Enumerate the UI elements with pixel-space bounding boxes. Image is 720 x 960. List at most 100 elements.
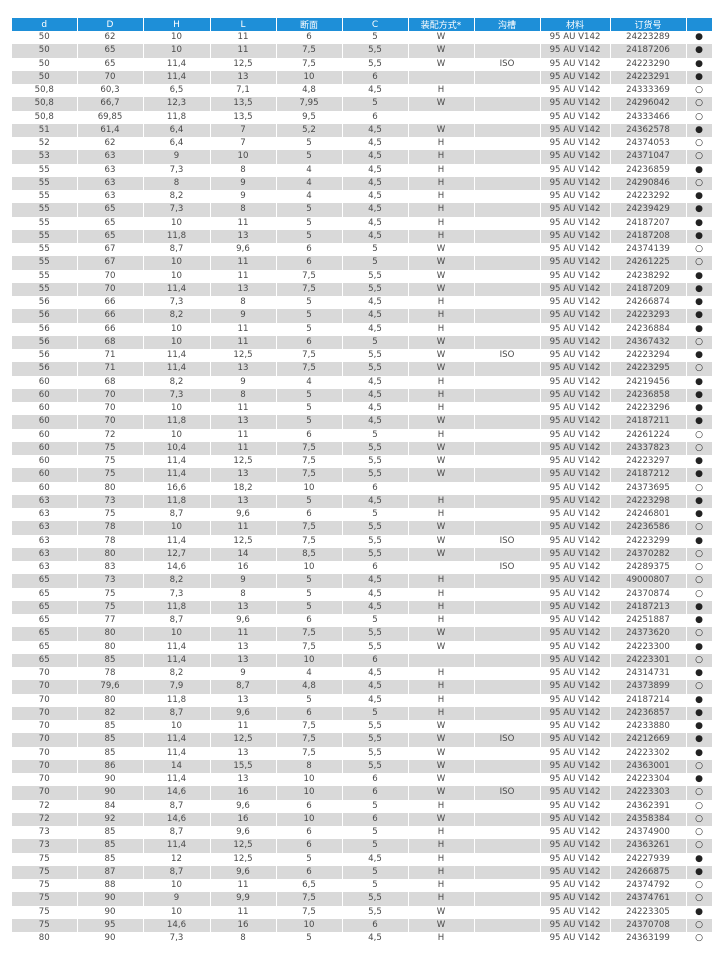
table-cell: 8: [210, 388, 277, 402]
table-cell: W: [408, 812, 475, 826]
stock-dot: ○: [686, 799, 713, 813]
empty-cell: [474, 627, 541, 641]
table-cell: 8: [210, 587, 277, 601]
empty-cell: [474, 70, 541, 84]
table-cell: 72: [12, 799, 78, 813]
table-row: 75 90 9 9,9 7,5 5,5 H 95 AU V142 24374761 ○: [12, 892, 713, 906]
table-cell: H: [408, 932, 475, 946]
table-cell: 18,2: [210, 481, 277, 495]
table-cell: 10: [143, 627, 211, 641]
table-cell: 6,4: [143, 123, 211, 137]
table-cell: 95 AU V142: [540, 786, 611, 800]
table-row: 65 75 7,3 8 5 4,5 H 95 AU V142 24370874 ○: [12, 587, 713, 601]
table-cell: 16,6: [143, 481, 211, 495]
table-cell: 70: [77, 402, 144, 416]
empty-cell: [474, 667, 541, 681]
table-cell: W: [408, 786, 475, 800]
table-cell: 95 AU V142: [540, 110, 611, 124]
table-cell: H: [408, 402, 475, 416]
stock-dot: ●: [686, 534, 713, 548]
table-cell: 11,8: [143, 600, 211, 614]
table-cell: H: [408, 229, 475, 243]
table-cell: 53: [12, 150, 78, 164]
table-cell: 24314731: [610, 667, 687, 681]
stock-dot: ●: [686, 269, 713, 283]
table-cell: 10: [143, 428, 211, 442]
stock-dot: ●: [686, 706, 713, 720]
table-cell: 75: [12, 892, 78, 906]
header-row: d D H L 断面 C 装配方式* 沟槽 材料 订货号: [12, 18, 713, 31]
table-cell: 5,5: [342, 746, 409, 760]
table-cell: 13: [210, 693, 277, 707]
table-cell: 10: [143, 216, 211, 230]
table-cell: 11,8: [143, 110, 211, 124]
table-cell: 95 AU V142: [540, 123, 611, 137]
table-cell: 50: [12, 70, 78, 84]
table-cell: 11: [210, 44, 277, 58]
table-cell: 24223300: [610, 640, 687, 654]
table-cell: H: [408, 574, 475, 588]
empty-cell: [474, 362, 541, 376]
table-cell: 75: [12, 852, 78, 866]
table-cell: 4,5: [342, 852, 409, 866]
table-cell: H: [408, 706, 475, 720]
table-cell: 6: [342, 812, 409, 826]
table-cell: 95 AU V142: [540, 680, 611, 694]
table-cell: 63: [12, 547, 78, 561]
table-cell: 4,5: [342, 137, 409, 151]
table-cell: 63: [77, 190, 144, 204]
table-cell: 95 AU V142: [540, 97, 611, 111]
table-row: 56 66 8,2 9 5 4,5 H 95 AU V142 24223293 ●: [12, 309, 713, 323]
table-cell: 12,5: [210, 733, 277, 747]
table-cell: H: [408, 852, 475, 866]
table-cell: 6: [276, 865, 343, 879]
table-cell: 10: [210, 150, 277, 164]
table-cell: 55: [12, 282, 78, 296]
table-cell: 11,8: [143, 229, 211, 243]
table-cell: 24363261: [610, 839, 687, 853]
table-cell: 7,5: [276, 57, 343, 71]
table-cell: 13: [210, 640, 277, 654]
stock-dot: ○: [686, 839, 713, 853]
table-row: 56 71 11,4 13 7,5 5,5 W 95 AU V142 24223295 ○: [12, 362, 713, 376]
table-cell: 90: [77, 905, 144, 919]
empty-cell: [474, 229, 541, 243]
table-cell: 5: [342, 508, 409, 522]
stock-dot: ●: [686, 667, 713, 681]
table-cell: 14,6: [143, 812, 211, 826]
table-cell: 24187214: [610, 693, 687, 707]
table-cell: 9,6: [210, 706, 277, 720]
table-cell: W: [408, 534, 475, 548]
table-cell: 13: [210, 70, 277, 84]
table-cell: 71: [77, 362, 144, 376]
table-cell: H: [408, 799, 475, 813]
table-cell: 5,5: [342, 441, 409, 455]
table-cell: 6: [342, 773, 409, 787]
table-cell: 10: [143, 879, 211, 893]
table-cell: 8,7: [143, 243, 211, 257]
table-cell: 8: [210, 163, 277, 177]
table-cell: 60: [12, 415, 78, 429]
table-cell: 6: [342, 918, 409, 932]
table-cell: 24187208: [610, 229, 687, 243]
table-cell: 56: [12, 309, 78, 323]
table-cell: 7,5: [276, 455, 343, 469]
stock-dot: ●: [686, 402, 713, 416]
stock-dot: ○: [686, 627, 713, 641]
stock-dot: ○: [686, 879, 713, 893]
stock-dot: ○: [686, 547, 713, 561]
table-row: 55 70 11,4 13 7,5 5,5 W 95 AU V142 24187209 ●: [12, 282, 713, 296]
table-row: 70 85 11,4 13 7,5 5,5 W 95 AU V142 24223302 ●: [12, 746, 713, 760]
table-cell: 24363199: [610, 932, 687, 946]
table-cell: 6: [276, 826, 343, 840]
table-row: 63 83 14,6 16 10 6 ISO 95 AU V142 24289375 ○: [12, 561, 713, 575]
table-cell: 5: [276, 137, 343, 151]
stock-dot: ●: [686, 322, 713, 336]
table-cell: 75: [12, 905, 78, 919]
table-row: 60 70 7,3 8 5 4,5 H 95 AU V142 24236858 ●: [12, 388, 713, 402]
table-body: 50 62 10 11 6 5 W 95 AU V142 24223289 ● 50 65 10 11 7,…: [12, 31, 713, 946]
table-cell: 63: [77, 176, 144, 190]
table-cell: 95 AU V142: [540, 137, 611, 151]
table-cell: 95 AU V142: [540, 335, 611, 349]
table-cell: 13: [210, 773, 277, 787]
